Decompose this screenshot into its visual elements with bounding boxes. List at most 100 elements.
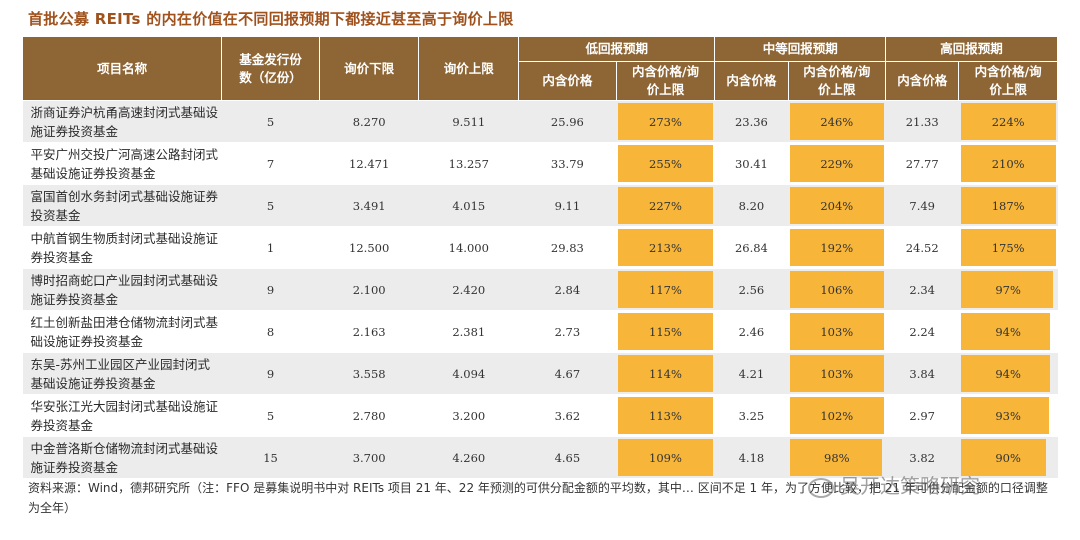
highlight-bar [960, 397, 1049, 434]
row-name: 红土创新盐田港仓储物流封闭式基础设施证券投资基金 [22, 310, 222, 353]
cell-intrinsic-high: 24.52 [885, 226, 959, 269]
cell-high-price: 9.511 [418, 100, 519, 143]
cell-low-price: 3.558 [319, 352, 419, 395]
cell-intrinsic-mid: 2.46 [714, 310, 788, 353]
ratio-value: 227% [649, 198, 682, 213]
cell-intrinsic-low: 3.62 [518, 394, 617, 437]
ratio-value: 117% [649, 282, 682, 297]
header-low-price: 询价下限 [318, 36, 420, 101]
ratio-value: 229% [820, 156, 854, 171]
cell-shares: 5 [221, 184, 320, 227]
cell-ratio-high: 187% [958, 184, 1058, 227]
cell-ratio-mid: 103% [788, 352, 886, 395]
highlight-bar [790, 229, 884, 266]
cell-ratio-high: 175% [958, 226, 1058, 269]
table-row: 中航首钢生物质封闭式基础设施证券投资基金 1 12.500 14.000 29.83 21… [22, 226, 1058, 269]
highlight-bar [618, 397, 713, 434]
cell-high-price: 13.257 [418, 142, 519, 185]
cell-intrinsic-high: 27.77 [885, 142, 959, 185]
cell-ratio-high: 224% [958, 100, 1058, 143]
cell-ratio-mid: 229% [788, 142, 886, 185]
header-group-low: 低回报预期 [518, 36, 716, 62]
ratio-value: 103% [820, 366, 854, 381]
cell-ratio-low: 273% [616, 100, 715, 143]
row-name: 中金普洛斯仓储物流封闭式基础设施证券投资基金 [22, 436, 222, 479]
cell-ratio-mid: 246% [788, 100, 886, 143]
cell-intrinsic-mid: 4.18 [714, 436, 788, 479]
cell-ratio-mid: 204% [788, 184, 886, 227]
highlight-bar [618, 271, 713, 308]
cell-intrinsic-mid: 30.41 [714, 142, 788, 185]
cell-ratio-low: 113% [616, 394, 715, 437]
cell-ratio-high: 90% [958, 436, 1058, 479]
cell-ratio-low: 114% [616, 352, 715, 395]
table-row: 东吴-苏州工业园区产业园封闭式基础设施证券投资基金 9 3.558 4.094 4.67… [22, 352, 1058, 395]
highlight-bar [960, 271, 1053, 308]
cell-intrinsic-mid: 2.56 [714, 268, 788, 311]
header-shares: 基金发行份数（亿份） [221, 36, 320, 101]
cell-low-price: 2.780 [319, 394, 419, 437]
header-ratio: 内含价格/询价上限 [958, 61, 1058, 101]
cell-intrinsic-mid: 23.36 [714, 100, 788, 143]
cell-low-price: 2.100 [319, 268, 419, 311]
ratio-value: 98% [824, 450, 850, 465]
ratio-value: 115% [649, 324, 682, 339]
cell-high-price: 4.094 [418, 352, 519, 395]
cell-intrinsic-high: 2.24 [885, 310, 959, 353]
highlight-bar [618, 145, 713, 182]
ratio-value: 192% [820, 240, 854, 255]
highlight-bar [960, 313, 1050, 350]
highlight-bar [618, 103, 713, 140]
highlight-bar [618, 229, 713, 266]
table-row: 博时招商蛇口产业园封闭式基础设施证券投资基金 9 2.100 2.420 2.84 117… [22, 268, 1058, 311]
highlight-bar [790, 145, 884, 182]
ratio-value: 109% [649, 450, 682, 465]
highlight-bar [790, 355, 884, 392]
cell-intrinsic-high: 2.34 [885, 268, 959, 311]
cell-shares: 5 [221, 394, 320, 437]
header-project: 项目名称 [21, 36, 223, 101]
cell-intrinsic-high: 3.84 [885, 352, 959, 395]
highlight-bar [960, 229, 1056, 266]
header-ratio: 内含价格/询价上限 [787, 61, 887, 101]
cell-ratio-high: 93% [958, 394, 1058, 437]
cell-intrinsic-low: 25.96 [518, 100, 617, 143]
cell-ratio-low: 227% [616, 184, 715, 227]
ratio-value: 210% [991, 156, 1025, 171]
cell-ratio-low: 255% [616, 142, 715, 185]
reits-valuation-table: 项目名称 基金发行份数（亿份） 询价下限 询价上限 低回报预期 中等回报预期 高… [21, 36, 1058, 479]
highlight-bar [960, 145, 1056, 182]
cell-ratio-low: 213% [616, 226, 715, 269]
ratio-value: 246% [820, 114, 854, 129]
cell-ratio-low: 115% [616, 310, 715, 353]
watermark: 吴开达策略研究 [808, 470, 980, 499]
ratio-value: 113% [649, 408, 682, 423]
ratio-value: 106% [820, 282, 854, 297]
row-name: 浙商证券沪杭甬高速封闭式基础设施证券投资基金 [22, 100, 222, 143]
ratio-value: 90% [995, 450, 1021, 465]
highlight-bar [790, 103, 884, 140]
cell-low-price: 12.471 [319, 142, 419, 185]
cell-ratio-high: 210% [958, 142, 1058, 185]
wechat-icon [808, 477, 834, 498]
cell-intrinsic-high: 3.82 [885, 436, 959, 479]
cell-intrinsic-mid: 26.84 [714, 226, 788, 269]
cell-low-price: 12.500 [319, 226, 419, 269]
cell-high-price: 2.420 [418, 268, 519, 311]
ratio-value: 114% [649, 366, 682, 381]
cell-high-price: 4.015 [418, 184, 519, 227]
cell-ratio-high: 94% [958, 352, 1058, 395]
highlight-bar [790, 313, 884, 350]
ratio-value: 187% [991, 198, 1025, 213]
ratio-value: 94% [995, 366, 1021, 381]
header-intrinsic: 内含价格 [518, 61, 617, 101]
highlight-bar [960, 187, 1056, 224]
cell-low-price: 3.491 [319, 184, 419, 227]
highlight-bar [790, 187, 884, 224]
cell-intrinsic-mid: 3.25 [714, 394, 788, 437]
cell-intrinsic-high: 21.33 [885, 100, 959, 143]
ratio-value: 103% [820, 324, 854, 339]
ratio-value: 93% [995, 408, 1021, 423]
cell-shares: 8 [221, 310, 320, 353]
cell-shares: 1 [221, 226, 320, 269]
